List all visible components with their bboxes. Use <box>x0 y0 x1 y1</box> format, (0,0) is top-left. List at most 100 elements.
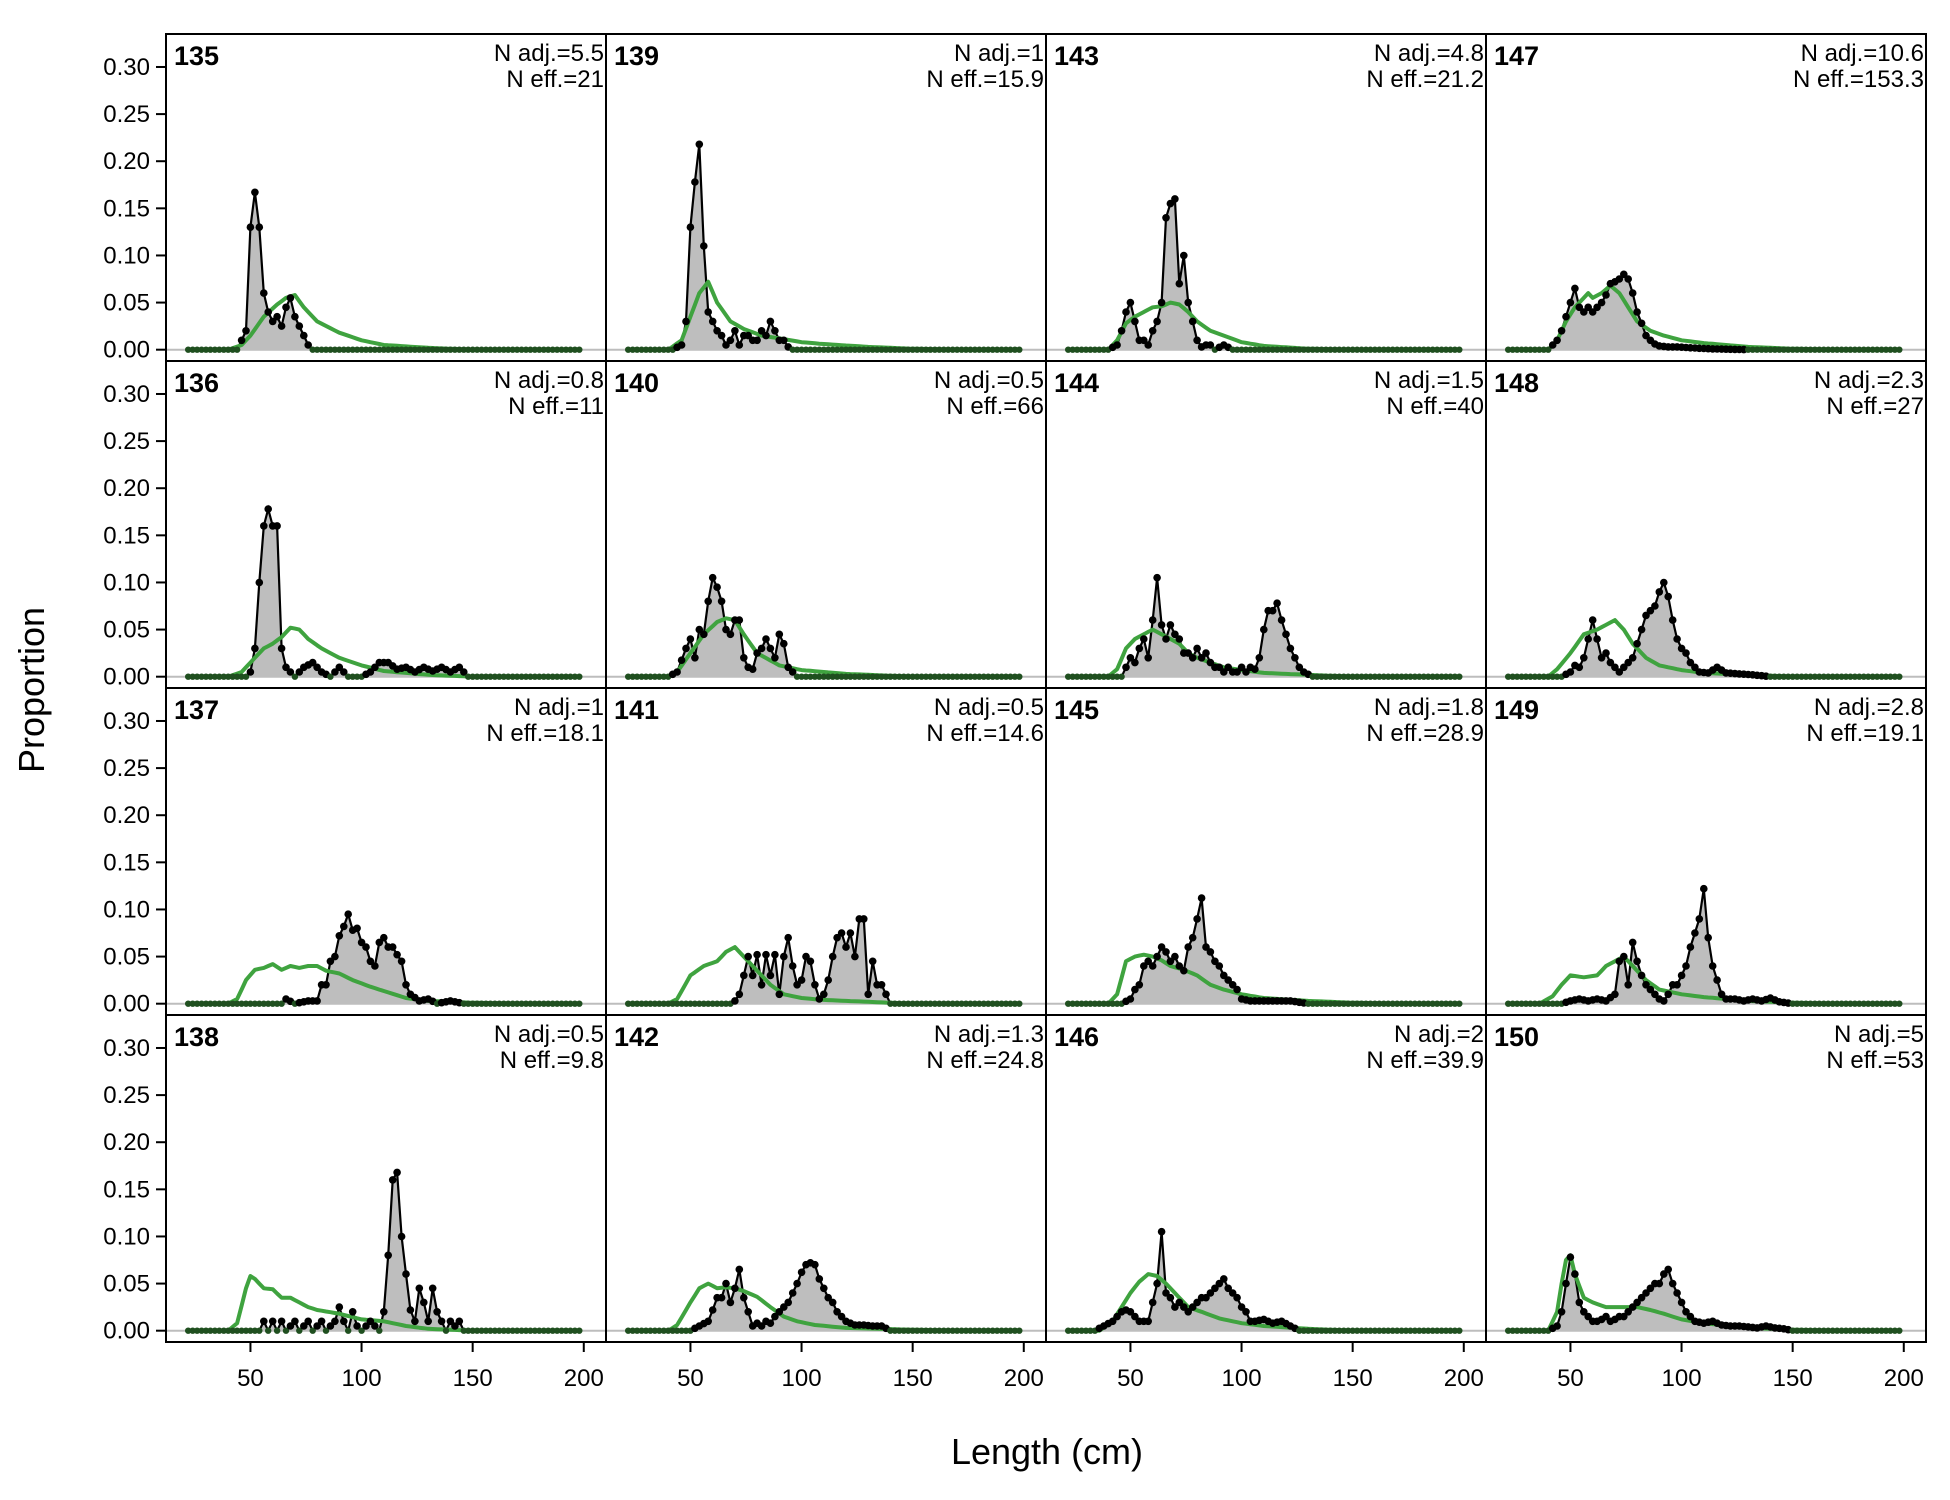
observed-point <box>860 915 868 923</box>
observed-point <box>1166 957 1175 966</box>
y-tick-label: 0.00 <box>103 991 150 1018</box>
observed-point <box>340 346 347 353</box>
observed-point <box>868 957 877 966</box>
observed-point <box>789 346 796 353</box>
observed-point <box>1002 346 1010 353</box>
n-adj-label: N adj.=5.5 <box>494 40 604 67</box>
observed-point <box>1802 346 1810 353</box>
observed-point <box>1575 303 1584 312</box>
observed-point <box>704 1317 712 1326</box>
observed-point <box>1580 654 1588 662</box>
observed-point <box>433 1308 441 1316</box>
n-adj-label: N adj.=2.8 <box>1814 694 1924 721</box>
observed-point <box>1620 1312 1628 1321</box>
observed-point <box>1228 981 1237 989</box>
observed-point <box>1331 1000 1339 1007</box>
observed-point <box>1273 346 1281 353</box>
n-adj-label: N adj.=1.8 <box>1374 694 1484 721</box>
observed-point <box>233 1000 241 1007</box>
y-tick-label: 0.05 <box>103 1271 150 1298</box>
observed-point <box>1206 948 1215 956</box>
observed-point <box>936 346 943 353</box>
n-eff-label: N eff.=14.6 <box>926 720 1044 747</box>
observed-point <box>878 673 885 680</box>
observed-point <box>478 673 485 680</box>
observed-point <box>1811 1327 1819 1334</box>
observed-point <box>705 1000 712 1007</box>
observed-point <box>673 1000 681 1007</box>
observed-point <box>1153 317 1161 326</box>
observed-point <box>656 346 663 353</box>
observed-point <box>1282 346 1290 353</box>
observed-point <box>1353 673 1361 680</box>
observed-point <box>1215 1279 1224 1288</box>
observed-point <box>322 1327 330 1334</box>
observed-point <box>336 346 343 353</box>
observed-point <box>198 1327 205 1334</box>
observed-point <box>1087 673 1094 680</box>
observed-point <box>1425 1327 1432 1334</box>
observed-point <box>344 910 353 918</box>
observed-point <box>1065 346 1072 353</box>
observed-point <box>482 1327 490 1334</box>
observed-point <box>1188 317 1197 326</box>
n-adj-label: N adj.=1.3 <box>934 1021 1044 1048</box>
observed-point <box>345 673 352 680</box>
observed-point <box>806 957 815 966</box>
observed-point <box>456 346 463 353</box>
observed-point <box>216 346 223 353</box>
observed-point <box>1642 981 1650 989</box>
observed-point <box>877 981 886 989</box>
observed-point <box>1096 346 1103 353</box>
observed-point <box>1527 1327 1534 1334</box>
observed-point <box>1789 1327 1796 1334</box>
observed-point <box>1704 933 1712 942</box>
observed-point <box>1113 673 1121 680</box>
observed-point <box>189 673 196 680</box>
observed-point <box>1398 1000 1405 1007</box>
observed-point <box>1438 346 1445 353</box>
observed-point <box>1091 673 1099 680</box>
observed-point <box>1882 346 1890 353</box>
observed-point <box>1193 336 1201 345</box>
observed-point <box>465 1000 472 1007</box>
observed-point <box>211 346 219 353</box>
observed-point <box>896 346 903 353</box>
observed-point <box>388 943 397 951</box>
observed-point <box>718 1000 725 1007</box>
observed-point <box>989 346 996 353</box>
observed-point <box>1309 673 1316 680</box>
n-adj-label: N adj.=4.8 <box>1374 40 1484 67</box>
observed-point <box>900 1327 907 1334</box>
observed-point <box>651 1327 659 1334</box>
axes: 0.00 0.05 0.10 0.15 0.20 0.25 0.30 0.00 0.05 0.10… <box>103 54 1924 1392</box>
observed-point <box>856 346 863 353</box>
observed-point <box>1664 592 1672 601</box>
y-tick-label: 0.05 <box>103 617 150 644</box>
observed-point <box>753 336 761 345</box>
observed-point <box>762 331 770 340</box>
observed-point <box>1780 346 1788 353</box>
observed-point <box>264 505 273 513</box>
observed-point <box>709 1000 716 1007</box>
observed-point <box>238 673 245 680</box>
observed-point <box>1140 635 1148 643</box>
observed-point <box>740 654 748 662</box>
observed-point <box>1109 1000 1116 1007</box>
observed-point <box>953 1000 961 1007</box>
observed-point <box>829 673 836 680</box>
observed-point <box>1767 346 1774 353</box>
y-tick-label: 0.25 <box>103 428 150 455</box>
observed-point <box>1166 1293 1175 1302</box>
observed-point <box>629 346 636 353</box>
observed-point <box>389 346 396 353</box>
observed-point <box>1825 1327 1832 1334</box>
observed-point <box>1402 346 1410 353</box>
observed-point <box>576 346 583 353</box>
panel-141: 141 N adj.=0.5N eff.=14.6 <box>605 687 1047 1016</box>
observed-point <box>1420 673 1428 680</box>
observed-point <box>958 1000 965 1007</box>
observed-point <box>962 1327 970 1334</box>
observed-point <box>1166 621 1175 629</box>
n-eff-label: N eff.=28.9 <box>1366 720 1484 747</box>
